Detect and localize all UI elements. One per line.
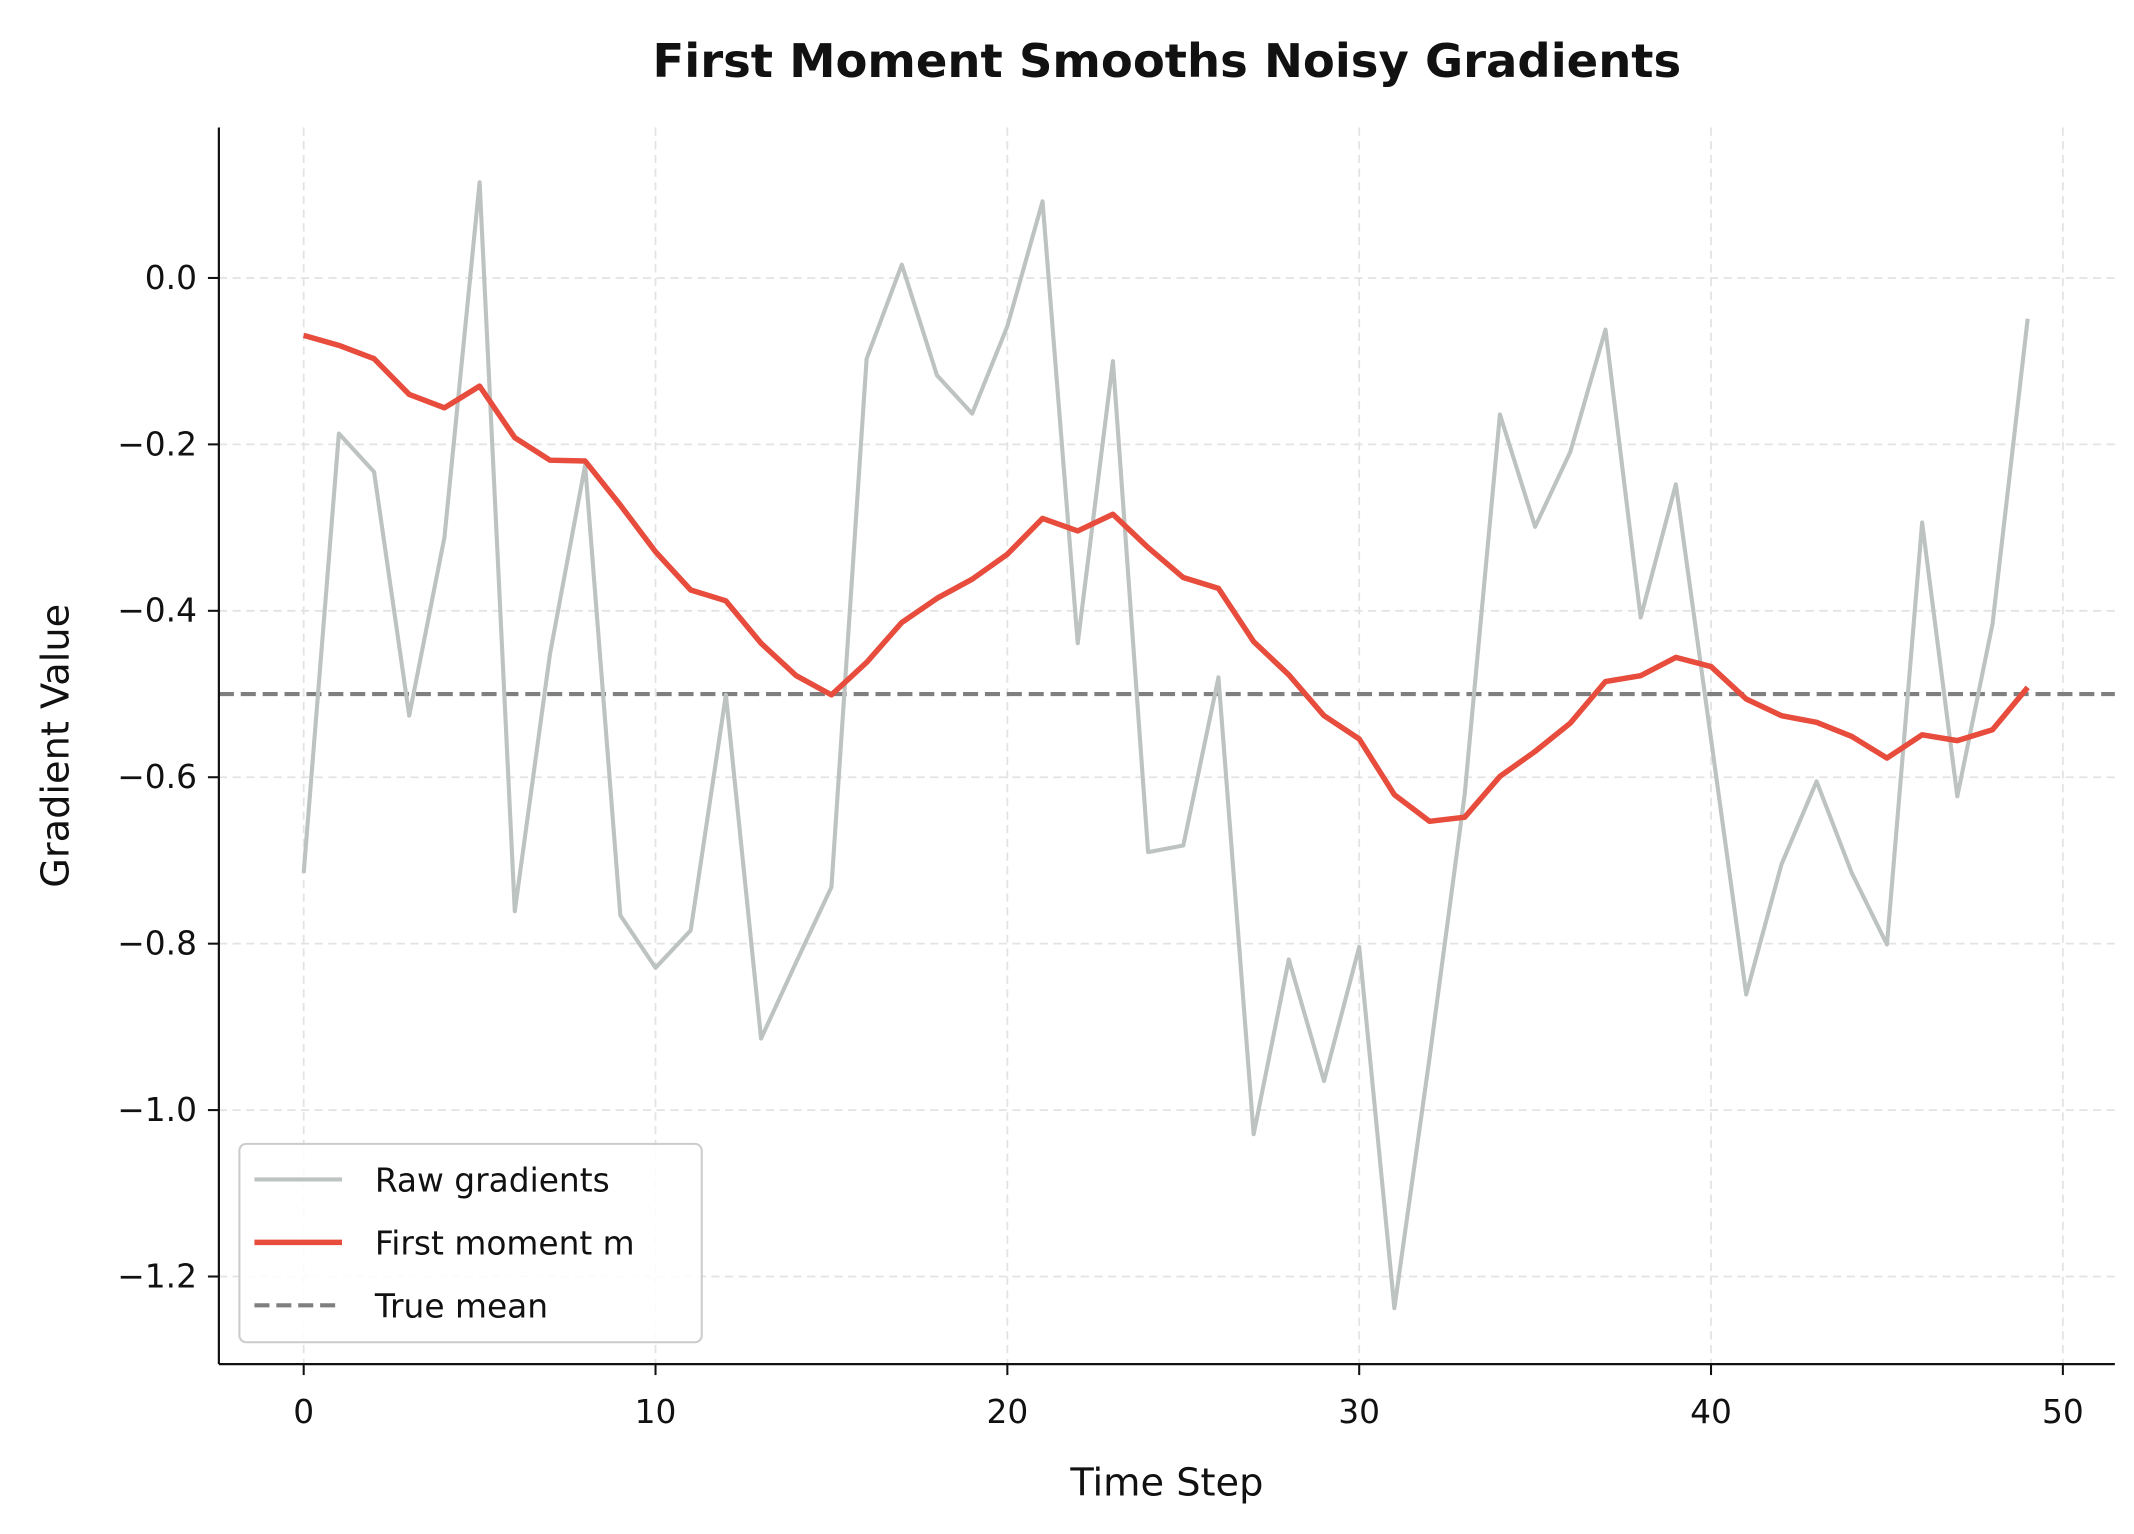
legend-box	[238, 1142, 703, 1344]
y-tick-label: −1.2	[117, 1257, 197, 1295]
x-tick-label: 40	[1690, 1393, 1732, 1431]
y-tick-label: −1.0	[117, 1091, 197, 1129]
chart-title: First Moment Smooths Noisy Gradients	[652, 34, 1681, 88]
y-tick-label: 0.0	[145, 259, 197, 297]
y-axis-label: Gradient Value	[33, 604, 78, 888]
legend-label-mean: True mean	[374, 1288, 548, 1326]
y-tick-label: −0.6	[117, 758, 197, 796]
y-tick-label: −0.4	[117, 592, 197, 630]
legend-label-moment: First moment m	[375, 1225, 635, 1263]
x-tick-label: 20	[986, 1393, 1028, 1431]
y-tick-label: −0.2	[117, 425, 197, 463]
first-moment-line	[302, 332, 2030, 825]
legend-label-raw: Raw gradients	[375, 1162, 610, 1200]
x-tick-label: 50	[2042, 1393, 2084, 1431]
x-tick-label: 10	[635, 1393, 677, 1431]
x-tick-label: 30	[1338, 1393, 1380, 1431]
legend: Raw gradients First moment m True mean	[238, 1142, 703, 1344]
x-tick-label: 0	[293, 1393, 314, 1431]
raw-gradients-line	[301, 180, 2030, 1311]
y-tick-label: −0.8	[117, 925, 197, 963]
ticks: 0 10 20 30 40 50 0.0 −0.2 −0.4 −0.6 −0.8 −1.0 −1.2	[117, 259, 2083, 1431]
x-axis-label: Time Step	[1069, 1460, 1263, 1505]
series-layer	[218, 180, 2115, 1311]
